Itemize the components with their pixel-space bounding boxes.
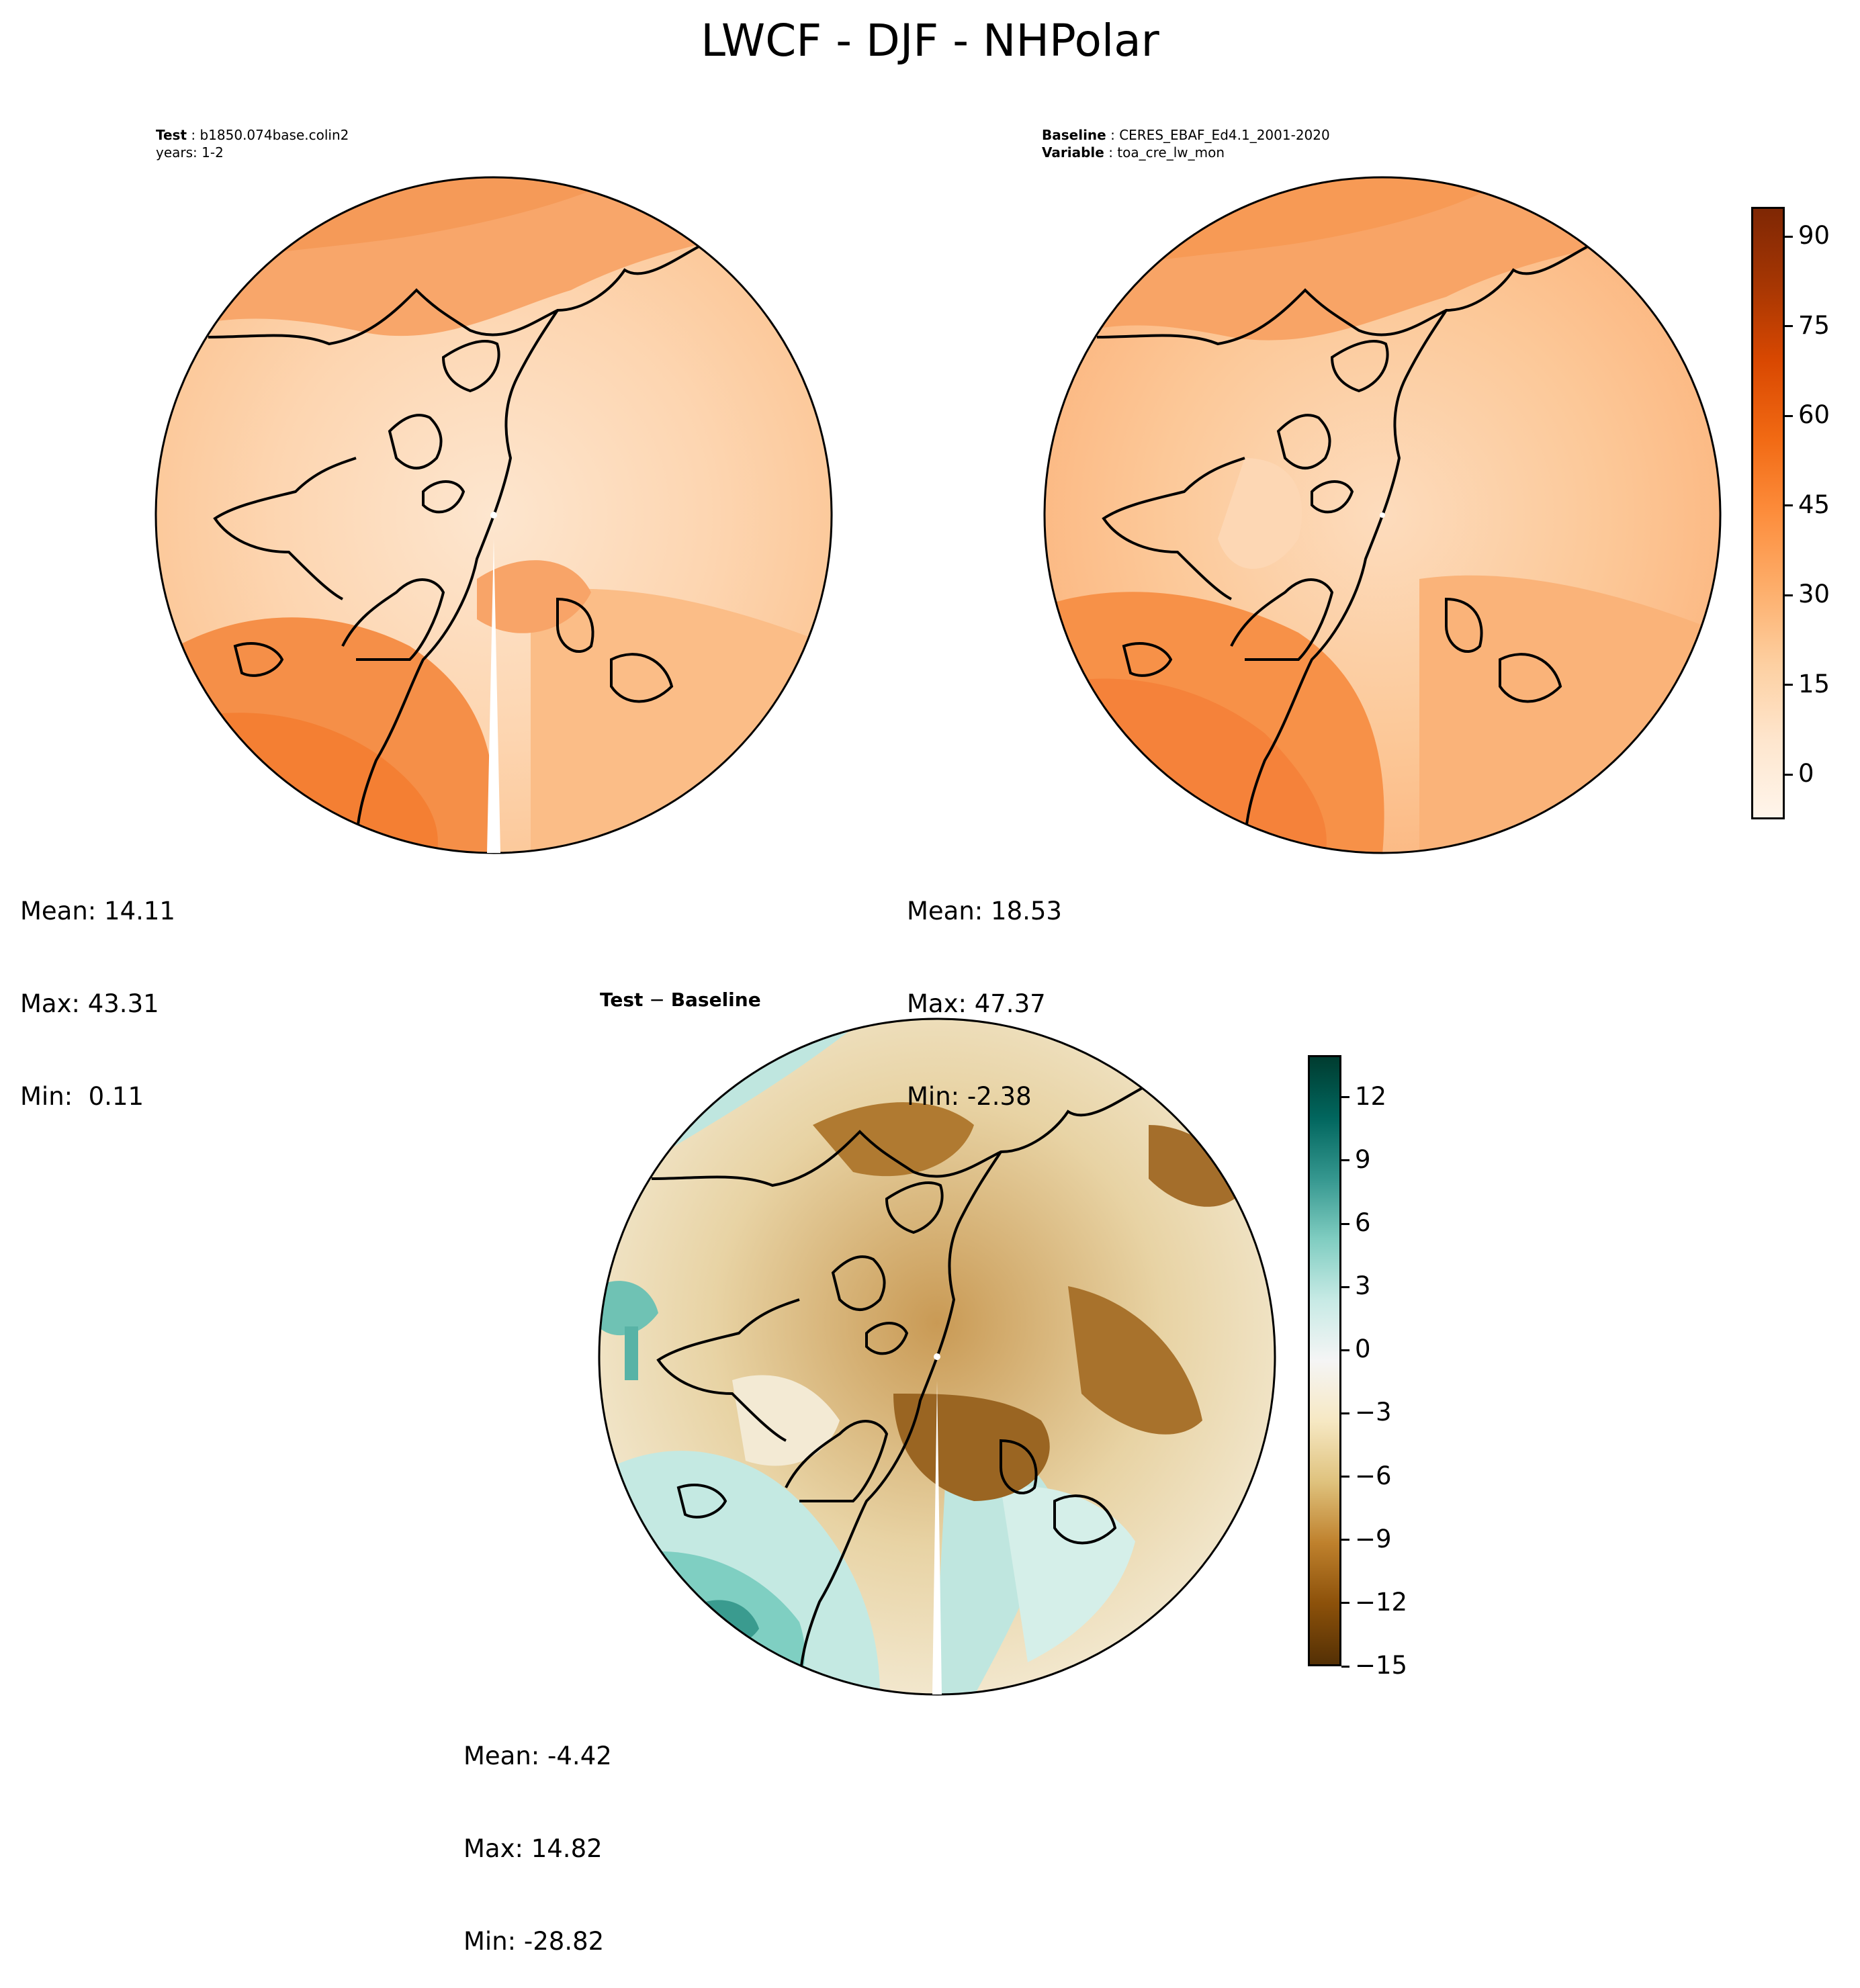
baseline-min: Min: -2.38 (907, 1082, 1032, 1111)
field-colorbar: 0 15 30 45 60 75 90 (1751, 207, 1830, 819)
field-colorbar-tick-label: 75 (1798, 310, 1830, 340)
diff-colorbar-gradient (1308, 1055, 1341, 1666)
diff-title-test: Test (600, 989, 644, 1011)
diff-colorbar-tick-mark (1341, 1222, 1349, 1225)
baseline-meta-value: CERES_EBAF_Ed4.1_2001-2020 (1119, 127, 1330, 143)
diff-colorbar-tick-mark (1341, 1285, 1349, 1288)
field-colorbar-tick-label: 60 (1798, 400, 1830, 430)
field-colorbar-tick-mark (1785, 594, 1793, 596)
field-colorbar-tick-mark (1785, 504, 1793, 507)
test-meta: Test : b1850.074base.colin2 years: 1-2 (156, 127, 349, 161)
field-colorbar-tick-mark (1785, 684, 1793, 686)
diff-colorbar-tick-mark (1341, 1602, 1349, 1605)
diff-title-baseline: Baseline (670, 989, 761, 1011)
baseline-max: Max: 47.37 (907, 989, 1046, 1018)
test-max: Max: 43.31 (20, 989, 159, 1018)
diff-colorbar-tick-mark (1341, 1665, 1349, 1668)
field-colorbar-tick-mark (1785, 325, 1793, 328)
test-stats: Mean: 14.11 Max: 43.31 Min: 0.11 (20, 834, 175, 1143)
baseline-mean: Mean: 18.53 (907, 897, 1062, 925)
field-colorbar-tick-mark (1785, 773, 1793, 776)
baseline-meta-key: Baseline (1042, 127, 1106, 143)
diff-colorbar-tick-label: −3 (1355, 1398, 1392, 1427)
baseline-meta: Baseline : CERES_EBAF_Ed4.1_2001-2020 Va… (1042, 127, 1330, 161)
diff-colorbar-tick-label: −9 (1355, 1524, 1392, 1553)
field-colorbar-tick-label: 90 (1798, 221, 1830, 251)
test-meta-key: Test (156, 127, 187, 143)
diff-colorbar-tick-mark (1341, 1349, 1349, 1351)
field-colorbar-tick-label: 0 (1798, 759, 1814, 788)
test-polar-map (154, 176, 833, 854)
diff-colorbar-tick-label: −15 (1355, 1651, 1408, 1680)
diff-colorbar: 12 9 6 3 0 −3 −6 −9 −12 −15 (1308, 1055, 1407, 1680)
variable-meta-key: Variable (1042, 144, 1104, 161)
field-colorbar-tick-mark (1785, 235, 1793, 238)
diff-max: Max: 14.82 (463, 1834, 603, 1863)
diff-stats: Mean: -4.42 Max: 14.82 Min: -28.82 (463, 1679, 612, 1988)
diff-colorbar-tick-label: 9 (1355, 1144, 1371, 1174)
diff-colorbar-tick-mark (1341, 1539, 1349, 1541)
diff-colorbar-tick-mark (1341, 1159, 1349, 1162)
diff-title: Test − Baseline (600, 989, 761, 1011)
diff-colorbar-tick-label: 3 (1355, 1271, 1371, 1301)
field-colorbar-tick-label: 30 (1798, 580, 1830, 609)
diff-colorbar-tick-label: 0 (1355, 1335, 1371, 1364)
diff-colorbar-tick-mark (1341, 1476, 1349, 1478)
diff-colorbar-tick-label: 12 (1355, 1081, 1387, 1111)
diff-title-sep: − (643, 989, 671, 1011)
test-meta-value: b1850.074base.colin2 (200, 127, 349, 143)
field-colorbar-tick-label: 15 (1798, 669, 1830, 698)
diff-colorbar-tick-label: −12 (1355, 1587, 1408, 1617)
diff-colorbar-tick-label: 6 (1355, 1208, 1371, 1238)
field-colorbar-tick-label: 45 (1798, 490, 1830, 519)
field-colorbar-tick-mark (1785, 414, 1793, 417)
diff-colorbar-tick-mark (1341, 1096, 1349, 1099)
baseline-polar-map (1043, 176, 1722, 854)
baseline-stats: Mean: 18.53 Max: 47.37 Min: -2.38 (907, 834, 1062, 1143)
difference-polar-map (598, 1018, 1276, 1696)
variable-meta-value: toa_cre_lw_mon (1117, 144, 1225, 161)
figure-title: LWCF - DJF - NHPolar (701, 15, 1159, 66)
test-min: Min: 0.11 (20, 1082, 144, 1111)
test-years: years: 1-2 (156, 144, 224, 161)
field-colorbar-gradient (1751, 207, 1785, 819)
diff-colorbar-tick-label: −6 (1355, 1461, 1392, 1490)
diff-colorbar-tick-mark (1341, 1412, 1349, 1414)
test-mean: Mean: 14.11 (20, 897, 175, 925)
diff-min: Min: -28.82 (463, 1927, 605, 1956)
diff-mean: Mean: -4.42 (463, 1742, 612, 1770)
